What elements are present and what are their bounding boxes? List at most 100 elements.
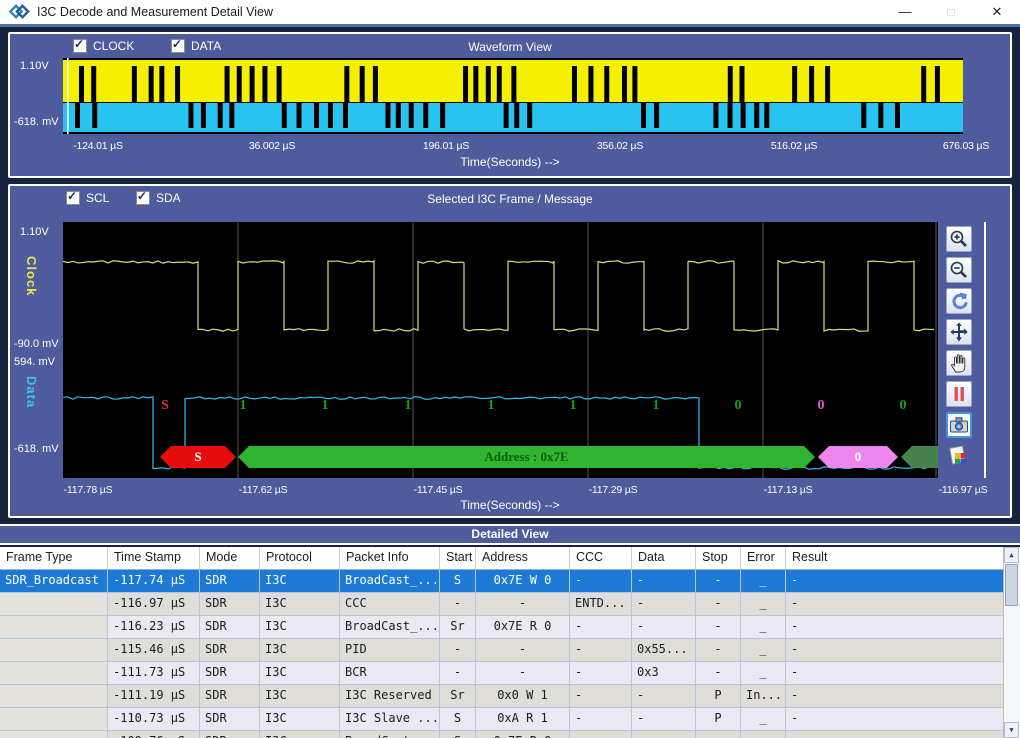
decoded-bit: 1 xyxy=(405,398,412,414)
pause-button[interactable] xyxy=(946,381,972,407)
table-cell xyxy=(0,731,108,738)
column-header[interactable]: Time Stamp xyxy=(108,547,200,569)
column-header[interactable]: Start xyxy=(440,547,476,569)
maximize-button[interactable]: □ xyxy=(928,0,974,24)
table-cell: -116.97 µS xyxy=(108,593,200,615)
decode-table-header: Frame TypeTime StampModeProtocolPacket I… xyxy=(0,547,1020,570)
table-cell: - xyxy=(570,662,632,684)
table-cell: - xyxy=(696,639,741,661)
decoded-bit: 1 xyxy=(488,398,495,414)
decode-bubble: S xyxy=(160,446,236,468)
scrollbar-thumb[interactable] xyxy=(1005,564,1018,606)
frame-waveform-plot[interactable]: S111111000SAddress : 0x7E0 xyxy=(63,222,938,478)
table-cell: _ xyxy=(741,570,786,592)
table-scrollbar[interactable]: ▲ ▼ xyxy=(1003,547,1020,738)
column-header[interactable]: Address xyxy=(476,547,570,569)
table-cell xyxy=(696,731,741,738)
column-header[interactable]: Frame Type xyxy=(0,547,108,569)
table-cell: In... xyxy=(741,685,786,707)
table-cell: P xyxy=(696,685,741,707)
table-cell: P xyxy=(696,708,741,730)
table-row[interactable]: SDR_Broadcast-117.74 µSSDRI3CBroadCast_.… xyxy=(0,570,1020,593)
column-header[interactable]: Packet Info xyxy=(340,547,440,569)
hand-button[interactable] xyxy=(946,350,972,376)
table-cell: - xyxy=(786,616,1020,638)
decode-table-body: SDR_Broadcast-117.74 µSSDRI3CBroadCast_.… xyxy=(0,570,1020,738)
table-cell: - xyxy=(632,708,696,730)
table-cell: SDR xyxy=(200,616,260,638)
table-cell: SDR_Broadcast xyxy=(0,570,108,592)
decoded-bit: 1 xyxy=(240,398,247,414)
column-header[interactable]: Stop xyxy=(696,547,741,569)
table-cell: -115.46 µS xyxy=(108,639,200,661)
close-button[interactable]: ✕ xyxy=(974,0,1020,24)
decoded-bit: 0 xyxy=(818,398,825,414)
table-cell xyxy=(0,616,108,638)
table-cell: - xyxy=(696,593,741,615)
pan-button[interactable] xyxy=(946,319,972,345)
table-row[interactable]: -115.46 µSSDRI3CPID---0x55...-_- xyxy=(0,639,1020,662)
clock-bottom-label: -90.0 mV xyxy=(14,338,59,350)
table-cell: - xyxy=(570,708,632,730)
table-cell: - xyxy=(476,662,570,684)
table-cell: BCR xyxy=(340,662,440,684)
waveform-x-axis-label: Time(Seconds) --> xyxy=(10,155,1010,169)
column-header[interactable]: Protocol xyxy=(260,547,340,569)
table-cell: CCC xyxy=(340,593,440,615)
undo-button[interactable] xyxy=(946,288,972,314)
x-tick: -117.62 µS xyxy=(239,484,288,496)
overview-waveform-plot[interactable] xyxy=(63,58,963,134)
table-cell: SDR xyxy=(200,639,260,661)
table-cell: I3C Reserved xyxy=(340,685,440,707)
decoded-bit: 0 xyxy=(735,398,742,414)
table-row[interactable]: -116.97 µSSDRI3CCCC--ENTD...--_- xyxy=(0,593,1020,616)
column-header[interactable]: Mode xyxy=(200,547,260,569)
table-cell: - xyxy=(696,616,741,638)
table-cell: S xyxy=(440,570,476,592)
scroll-up-icon[interactable]: ▲ xyxy=(1004,547,1019,563)
table-cell xyxy=(570,731,632,738)
table-cell: SDR xyxy=(200,570,260,592)
table-row[interactable]: -111.19 µSSDRI3CI3C ReservedSr0x0 W 1--P… xyxy=(0,685,1020,708)
plot-toolbar xyxy=(946,226,972,469)
column-header[interactable]: CCC xyxy=(570,547,632,569)
table-cell xyxy=(0,593,108,615)
table-cell: I3C xyxy=(260,685,340,707)
app-logo-icon xyxy=(8,3,30,21)
table-cell: _ xyxy=(741,662,786,684)
decode-table: Frame TypeTime StampModeProtocolPacket I… xyxy=(0,547,1020,738)
table-cell xyxy=(0,639,108,661)
table-cell: -111.73 µS xyxy=(108,662,200,684)
zoom-in-button[interactable] xyxy=(946,226,972,252)
waveform-view-title: Waveform View xyxy=(10,40,1010,54)
table-cell: I3C xyxy=(260,593,340,615)
minimize-button[interactable]: — xyxy=(882,0,928,24)
waveform-y-bottom-label: -618. mV xyxy=(14,116,59,128)
table-cell: - xyxy=(786,685,1020,707)
decoded-bit: 1 xyxy=(570,398,577,414)
table-row[interactable]: -111.73 µSSDRI3CBCR---0x3-_- xyxy=(0,662,1020,685)
table-cell: I3C xyxy=(260,639,340,661)
table-row[interactable]: -109.76 µSSDRI3CBroadCast_...S0x7E R 0 xyxy=(0,731,1020,738)
table-cell: - xyxy=(476,639,570,661)
column-header[interactable]: Error xyxy=(741,547,786,569)
table-cell: 0x7E R 0 xyxy=(476,616,570,638)
x-tick: -117.45 µS xyxy=(414,484,463,496)
scroll-down-icon[interactable]: ▼ xyxy=(1004,722,1019,738)
table-cell: - xyxy=(570,639,632,661)
snapshot-button[interactable] xyxy=(946,412,972,438)
table-cell: I3C xyxy=(260,731,340,738)
table-cell: - xyxy=(570,616,632,638)
table-row[interactable]: -116.23 µSSDRI3CBroadCast_...Sr0x7E R 0-… xyxy=(0,616,1020,639)
column-header[interactable]: Result xyxy=(786,547,1020,569)
table-row[interactable]: -110.73 µSSDRI3CI3C Slave ...S0xA R 1--P… xyxy=(0,708,1020,731)
table-cell: - xyxy=(570,685,632,707)
palette-button[interactable] xyxy=(946,443,972,469)
table-cell: - xyxy=(786,639,1020,661)
data-top-label: 594. mV xyxy=(14,356,55,368)
column-header[interactable]: Data xyxy=(632,547,696,569)
zoom-out-button[interactable] xyxy=(946,257,972,283)
decoded-bit: 0 xyxy=(900,398,907,414)
table-cell: S xyxy=(440,708,476,730)
window-titlebar: I3C Decode and Measurement Detail View —… xyxy=(0,0,1020,27)
